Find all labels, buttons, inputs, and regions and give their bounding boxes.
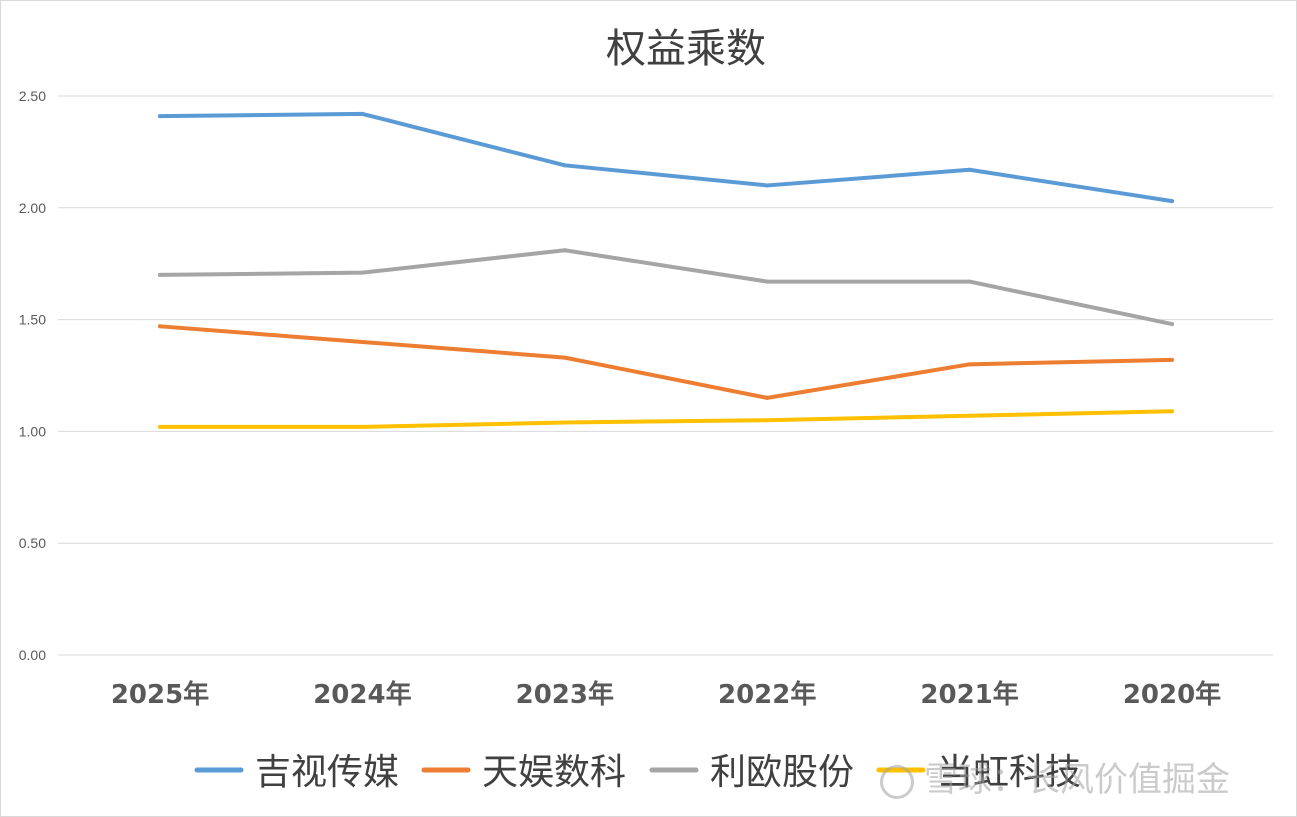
data-point xyxy=(158,424,162,429)
series-line-1 xyxy=(158,324,1174,400)
x-tick-label: 2022年 xyxy=(718,679,816,710)
legend-label: 利欧股份 xyxy=(710,752,854,793)
series-lines xyxy=(158,111,1174,429)
data-point xyxy=(158,272,162,277)
y-axis-ticks: 0.00 0.50 1.00 1.50 2.00 2.50 xyxy=(19,88,46,663)
data-point xyxy=(1170,322,1174,327)
data-point xyxy=(765,279,770,284)
legend-label: 天娱数科 xyxy=(482,752,626,793)
data-point xyxy=(562,420,567,425)
data-point xyxy=(158,114,162,119)
data-point xyxy=(967,362,972,367)
data-point xyxy=(360,111,365,116)
legend-label: 当虹科技 xyxy=(937,752,1081,793)
data-point xyxy=(562,355,567,360)
data-point xyxy=(967,413,972,418)
data-point xyxy=(1170,357,1174,362)
data-point xyxy=(562,248,567,253)
data-point xyxy=(562,163,567,168)
chart-title: 权益乘数 xyxy=(606,26,766,72)
data-point xyxy=(765,418,770,423)
x-tick-label: 2020年 xyxy=(1123,679,1221,710)
data-point xyxy=(1170,199,1174,204)
series-line-2 xyxy=(158,248,1174,327)
x-tick-label: 2025年 xyxy=(111,679,209,710)
y-tick-label: 2.50 xyxy=(19,88,46,104)
data-point xyxy=(1170,409,1174,414)
data-point xyxy=(765,183,770,188)
x-tick-label: 2023年 xyxy=(516,679,614,710)
y-tick-label: 1.00 xyxy=(19,423,46,439)
data-point xyxy=(967,279,972,284)
data-point xyxy=(360,339,365,344)
data-point xyxy=(158,324,162,329)
y-tick-label: 0.00 xyxy=(19,647,46,663)
data-point xyxy=(765,395,770,400)
series-line-3 xyxy=(158,409,1174,429)
data-point xyxy=(360,424,365,429)
y-tick-label: 1.50 xyxy=(19,312,46,328)
y-tick-label: 0.50 xyxy=(19,535,46,551)
x-axis-ticks: 2025年 2024年 2023年 2022年 2021年 2020年 xyxy=(111,679,1221,710)
legend-label: 吉视传媒 xyxy=(255,752,399,793)
legend: 吉视传媒 天娱数科 利欧股份 当虹科技 xyxy=(194,752,1081,793)
x-tick-label: 2021年 xyxy=(920,679,1018,710)
y-tick-label: 2.00 xyxy=(19,200,46,216)
data-point xyxy=(360,270,365,275)
data-point xyxy=(967,167,972,172)
gridlines xyxy=(58,95,1273,656)
series-line-0 xyxy=(158,111,1174,204)
x-tick-label: 2024年 xyxy=(313,679,411,710)
